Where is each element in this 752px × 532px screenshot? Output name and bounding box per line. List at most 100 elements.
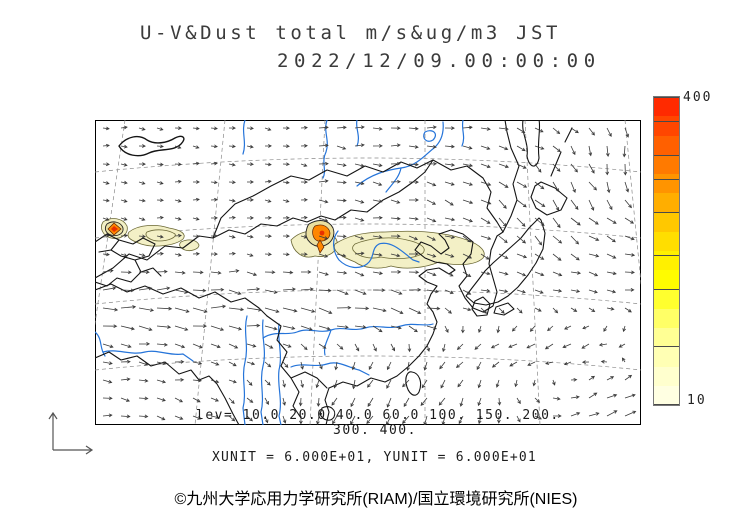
- wind-arrow: [210, 126, 218, 131]
- wind-arrow: [444, 181, 455, 186]
- wind-arrow: [156, 397, 166, 402]
- wind-arrow: [457, 379, 464, 388]
- wind-arrow: [264, 343, 274, 349]
- wind-arrow: [246, 343, 257, 348]
- wind-arrow: [210, 270, 222, 275]
- wind-arrow: [210, 415, 220, 419]
- shikoku: [493, 302, 515, 316]
- wind-arrow: [102, 217, 110, 221]
- wind-arrow: [138, 396, 149, 401]
- wind-arrow: [192, 252, 200, 256]
- wind-arrow: [516, 271, 527, 277]
- wind-arrow: [282, 180, 290, 185]
- plot-title-line1: U-V&Dust total m/s&ug/m3 JST: [140, 22, 562, 44]
- wind-arrow: [606, 393, 618, 399]
- wind-arrow: [282, 270, 294, 275]
- colorbar-segment: [654, 154, 679, 174]
- wind-arrow: [282, 234, 290, 238]
- wind-arrow: [462, 181, 473, 186]
- wind-arrow: [246, 379, 253, 386]
- wind-arrow: [588, 217, 599, 225]
- wind-arrow: [534, 217, 545, 227]
- wind-arrow: [228, 307, 245, 312]
- wind-arrow: [210, 144, 218, 149]
- wind-arrow: [336, 305, 352, 310]
- wind-arrow: [588, 412, 600, 417]
- wind-arrow: [210, 343, 221, 349]
- wind-arrow: [408, 235, 419, 241]
- colorbar-segment: [654, 135, 679, 155]
- wind-arrow: [210, 304, 227, 309]
- wind-arrow: [570, 199, 579, 210]
- wind-arrow: [174, 289, 189, 294]
- wind-arrow: [462, 235, 472, 243]
- wind-arrow: [588, 271, 599, 277]
- wind-arrow: [228, 235, 236, 239]
- wind-arrow: [474, 343, 482, 350]
- wind-arrow: [246, 144, 254, 149]
- wind-arrow: [156, 198, 164, 203]
- wind-arrow: [552, 288, 563, 293]
- wind-arrow: [228, 343, 239, 349]
- wind-arrow: [442, 343, 446, 353]
- wind-arrow: [156, 306, 173, 311]
- wind-arrow: [516, 235, 527, 244]
- wind-arrow: [606, 127, 612, 137]
- wind-arrow: [120, 343, 132, 348]
- wind-arrow: [331, 397, 338, 406]
- wind-arrow: [570, 289, 581, 293]
- wind-arrow: [588, 145, 593, 157]
- wind-arrow: [318, 143, 329, 148]
- wind-arrow: [174, 270, 186, 275]
- wind-arrow: [156, 415, 166, 421]
- wind-arrow: [318, 288, 332, 293]
- wind-arrow: [534, 163, 542, 173]
- wind-arrow: [552, 271, 563, 277]
- weather-map: [95, 120, 641, 425]
- wind-arrow: [282, 379, 286, 388]
- wind-arrow: [354, 143, 365, 148]
- wind-arrow: [246, 126, 254, 131]
- colorbar-segment: [654, 385, 679, 405]
- wind-arrow: [532, 379, 537, 387]
- wind-arrow: [462, 163, 474, 168]
- wind-arrow: [372, 307, 387, 313]
- wind-arrow: [156, 127, 164, 131]
- x-axis-arrow-icon: [53, 445, 94, 455]
- wind-arrow: [527, 361, 536, 366]
- wind-vectors: [102, 125, 637, 425]
- wind-arrow: [354, 251, 365, 256]
- wind-arrow: [228, 269, 240, 273]
- wind-arrow: [444, 217, 456, 222]
- wind-arrow: [462, 199, 474, 204]
- wind-arrow: [544, 343, 554, 350]
- wind-arrow: [192, 343, 203, 349]
- wind-arrow: [426, 343, 431, 352]
- wind-arrow: [498, 235, 508, 244]
- wind-arrow: [623, 163, 628, 176]
- colorbar-segment: [654, 212, 679, 232]
- wind-arrow: [351, 361, 356, 371]
- wind-arrow: [498, 307, 505, 314]
- wind-arrow: [390, 234, 401, 238]
- wind-arrow: [462, 217, 473, 223]
- dust-hotspot-central: [305, 220, 335, 254]
- wind-arrow: [516, 181, 528, 188]
- wind-arrow: [462, 307, 472, 312]
- wind-arrow: [192, 307, 208, 313]
- wind-arrow: [318, 235, 329, 240]
- wind-arrow: [300, 343, 308, 351]
- wind-arrow: [491, 361, 500, 368]
- wind-arrow: [516, 253, 528, 259]
- wind-arrow: [193, 180, 200, 184]
- wind-arrow: [498, 253, 509, 259]
- wind-arrow: [318, 253, 329, 258]
- wind-arrow: [534, 199, 546, 207]
- wind-arrow: [497, 415, 501, 424]
- wind-arrow: [354, 271, 365, 277]
- wind-arrow: [299, 415, 303, 425]
- wind-arrow: [516, 163, 527, 169]
- unit-line: XUNIT = 6.000E+01, YUNIT = 6.000E+01: [212, 450, 537, 465]
- wind-arrow: [478, 325, 482, 333]
- wind-arrow: [192, 415, 202, 420]
